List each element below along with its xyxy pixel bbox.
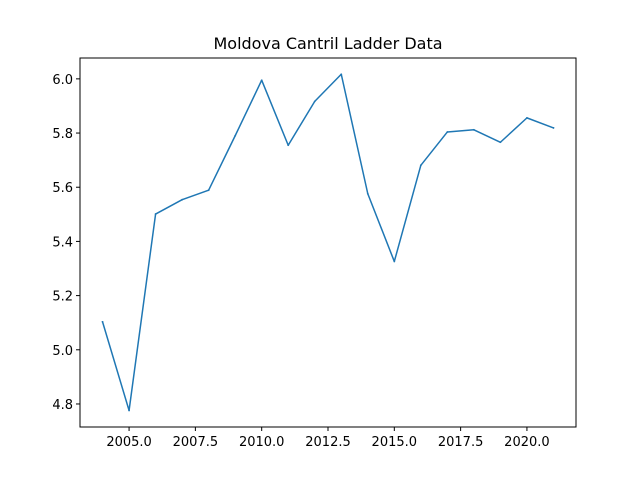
chart-title: Moldova Cantril Ladder Data [213,34,442,53]
data-point [260,79,263,82]
data-point [154,213,157,215]
series-line [101,73,555,412]
data-point [287,144,290,147]
plot-frame [79,57,577,428]
y-tick-label: 5.0 [52,344,73,359]
data-point [552,126,555,129]
y-tick-label: 5.2 [52,290,73,305]
x-tick-label: 2015.0 [372,435,418,450]
x-tick-label: 2007.5 [173,435,219,450]
data-point [313,100,316,103]
x-tick-label: 2017.5 [438,435,484,450]
data-point [393,260,396,263]
x-tick-label: 2020.0 [504,435,550,450]
data-point [340,73,343,76]
y-tick-label: 4.8 [52,398,73,413]
data-point [101,320,104,323]
data-point [472,128,475,131]
data-point [181,198,184,201]
data-point [419,164,422,167]
data-point [499,141,502,144]
x-tick-label: 2010.0 [239,435,285,450]
data-point [128,409,130,412]
x-tick-label: 2005.0 [106,435,152,450]
y-tick-label: 5.8 [52,127,73,142]
data-point [207,189,210,192]
data-point [526,116,528,119]
data-point [366,192,369,195]
data-point [234,134,237,137]
y-tick-label: 5.6 [52,181,73,196]
y-tick-label: 5.4 [52,235,73,250]
x-tick-label: 2012.5 [305,435,351,450]
y-tick-label: 6.0 [52,73,73,88]
data-point [446,131,449,133]
plot-area [101,73,555,412]
